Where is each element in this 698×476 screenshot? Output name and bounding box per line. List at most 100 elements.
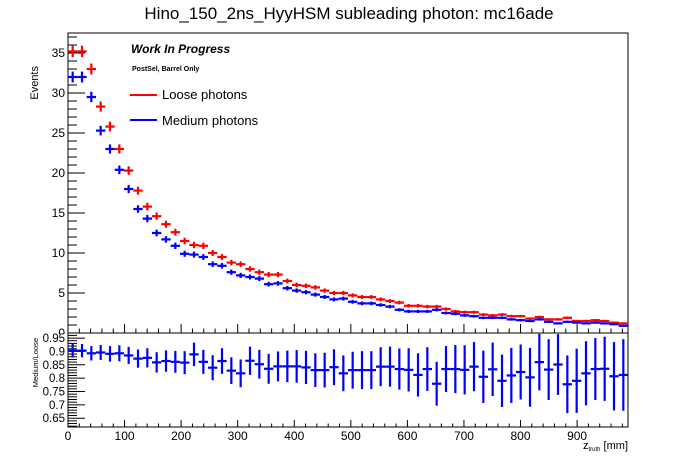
ratio-point [516,344,526,400]
loose-point [124,166,134,175]
ratio-point [422,347,432,391]
medium-point [254,276,264,282]
loose-point [133,186,143,195]
ratio-point [441,346,451,393]
medium-point [422,309,432,313]
medium-point [516,318,526,322]
loose-point [245,266,255,272]
ratio-point [189,342,199,367]
loose-point [600,319,610,323]
ratio-point [114,345,124,362]
main-y-tick-label: 20 [52,166,66,180]
x-axis-title-subscript: truth [588,447,600,453]
loose-point [348,293,358,298]
medium-point [77,71,87,83]
ratio-x-axis: 0 100 200 300 400 500 600 700 800 900 [65,420,623,443]
selection-label: PostSel, Barrel Only [132,66,199,73]
medium-point [301,290,311,295]
main-y-tick-label: 30 [52,86,66,100]
loose-point [581,319,591,323]
ratio-point [609,342,619,411]
ratio-point [376,347,386,387]
ratio-point [590,338,600,401]
ratio-point [161,350,171,372]
loose-point [320,288,330,293]
medium-point [413,309,423,313]
ratio-point [581,341,591,406]
loose-point [376,297,386,302]
x-tick-label: 300 [228,429,248,443]
loose-point [161,220,171,228]
ratio-point [180,351,190,375]
legend: Loose photons Medium photons [130,87,259,128]
loose-point [394,300,404,305]
ratio-point [320,352,330,388]
loose-point [282,278,292,284]
medium-point [590,321,600,324]
x-axis-title-main: z [583,440,589,452]
loose-point [553,318,563,321]
main-y-tick-label: 35 [52,46,66,60]
ratio-y-tick-label: 0.75 [43,386,65,398]
ratio-point [198,349,208,374]
loose-point [488,313,498,317]
ratio-point [497,354,507,407]
loose-point [534,315,544,319]
medium-point [292,288,302,293]
main-plot-frame [67,32,629,334]
loose-point [217,254,227,260]
legend-entry-medium: Medium photons [130,113,259,128]
medium-point [534,318,544,321]
loose-point [105,121,115,132]
ratio-point [432,361,442,406]
medium-point [553,322,563,325]
ratio-point [254,349,264,379]
main-y-axis: 5 10 15 20 25 30 35 0 [52,36,85,340]
legend-label-medium: Medium photons [162,113,259,128]
medium-point [366,301,376,306]
loose-point [422,304,432,309]
ratio-point [348,351,358,389]
loose-point [413,304,423,308]
ratio-point [329,349,339,386]
ratio-point [366,351,376,390]
main-y-axis-title: Events [29,66,41,100]
legend-label-loose: Loose photons [162,87,248,102]
loose-point [525,317,535,320]
x-tick-label: 700 [454,429,474,443]
x-tick-label: 400 [284,429,304,443]
ratio-point [301,350,311,385]
loose-point [385,299,395,303]
loose-point [189,241,199,249]
x-axis-title: ztruth [mm] [583,440,628,453]
main-y-tick-label-zero: 0 [58,326,65,340]
loose-point [152,212,162,220]
x-tick-label: 0 [65,429,72,443]
medium-point [68,71,78,83]
ratio-point [460,345,470,395]
medium-point [450,312,460,316]
ratio-point [600,336,610,401]
series-loose-photons [68,45,628,325]
medium-point [124,184,134,194]
x-tick-label: 500 [341,429,361,443]
loose-point [618,322,628,325]
ratio-point [152,352,162,373]
medium-point [394,308,404,312]
ratio-point [292,350,302,383]
medium-point [161,236,171,243]
medium-point [478,316,488,320]
medium-point [562,320,572,323]
x-tick-label: 900 [567,429,587,443]
medium-point [404,309,414,313]
ratio-y-tick-label: 0.8 [49,373,65,385]
chart-title: Hino_150_2ns_HyyHSM subleading photon: m… [144,4,554,23]
medium-point [198,254,208,260]
medium-point [142,214,152,223]
loose-point [198,242,208,249]
loose-point [516,314,526,318]
ratio-point [338,355,348,392]
medium-point [282,285,292,291]
ratio-point [544,339,554,401]
medium-point [338,296,348,301]
